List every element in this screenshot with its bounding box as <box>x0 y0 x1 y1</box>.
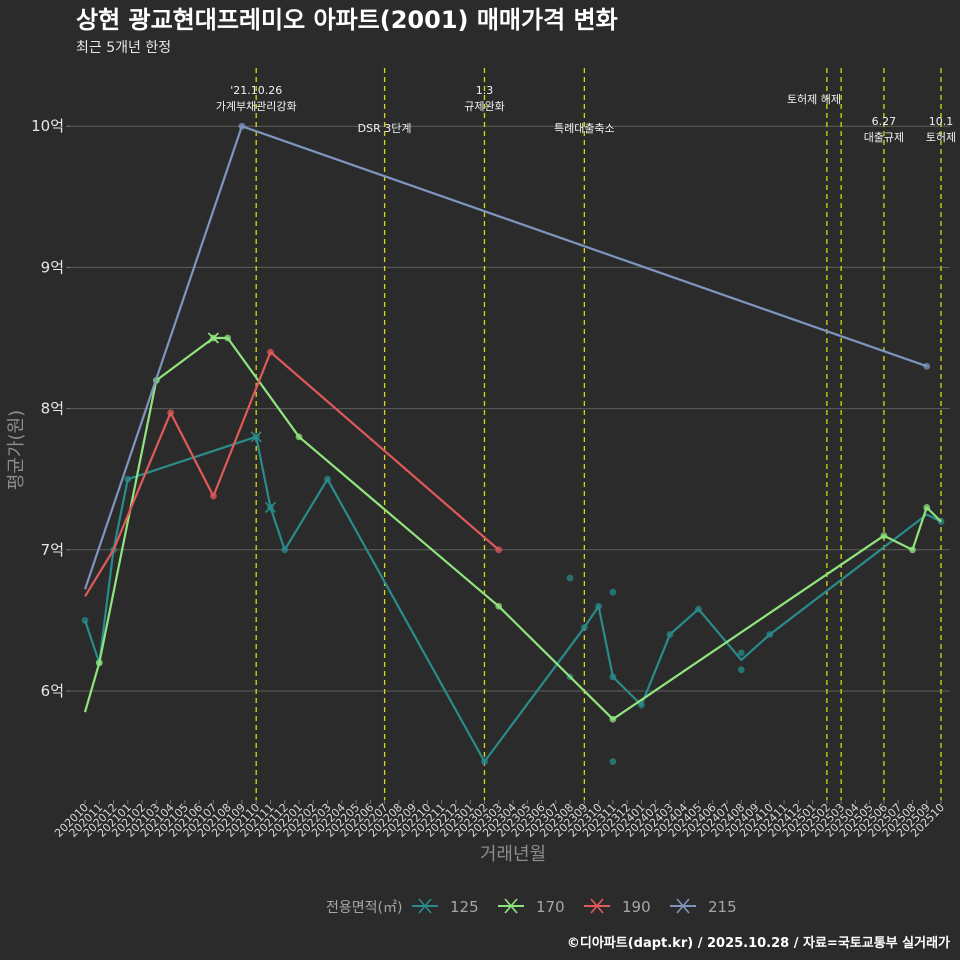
data-point-215 <box>923 362 931 370</box>
legend-label-125: 125 <box>450 898 479 916</box>
data-point-170 <box>880 532 888 540</box>
data-point-125 <box>324 475 331 483</box>
cross-marker <box>250 431 262 443</box>
data-point-190 <box>167 409 175 417</box>
data-point-125 <box>595 602 602 610</box>
legend-label-170: 170 <box>536 898 565 916</box>
data-point-170 <box>95 659 103 667</box>
data-point-125 <box>737 666 745 674</box>
x-axis-title: 거래년월 <box>480 844 546 865</box>
series-layer <box>81 122 945 765</box>
chart-caption: ©디아파트(dapt.kr) / 2025.10.28 / 자료=국토교통부 실… <box>567 935 950 951</box>
data-point-170 <box>923 504 931 511</box>
data-point-170 <box>909 546 916 554</box>
data-point-125 <box>609 588 617 596</box>
data-point-125 <box>737 649 745 657</box>
data-point-125 <box>609 758 617 765</box>
event-label: 토허제 해제 <box>787 92 841 106</box>
data-point-125 <box>81 617 89 624</box>
data-point-190 <box>267 348 274 356</box>
data-point-125 <box>609 673 617 681</box>
cross-marker <box>264 501 277 514</box>
event-label: 1.3 규제완화 <box>464 84 504 113</box>
data-point-170 <box>224 334 232 342</box>
data-point-125 <box>580 624 588 631</box>
legend: 전용면적(㎡) 125 170 190 215 <box>326 898 737 916</box>
data-point-125 <box>281 546 289 554</box>
y-tick-label: 7억 <box>41 541 64 559</box>
chart-title: 상현 광교현대프레미오 아파트(2001) 매매가격 변화 <box>76 6 618 34</box>
event-label: 10.1 토허제 <box>926 115 956 144</box>
data-point-125 <box>481 758 488 765</box>
legend-marker-170 <box>504 898 518 914</box>
data-point-190 <box>495 546 503 554</box>
data-point-170 <box>609 715 617 723</box>
series-line-170 <box>83 336 942 721</box>
event-label: 특례대출축소 <box>554 122 615 135</box>
y-tick-label: 6억 <box>41 682 64 700</box>
legend-marker-190 <box>590 898 604 914</box>
data-point-125 <box>666 631 674 638</box>
data-point-125 <box>766 631 774 638</box>
y-tick-label: 8억 <box>41 400 64 418</box>
legend-title: 전용면적(㎡) <box>326 900 402 916</box>
data-point-125 <box>566 574 574 582</box>
data-point-125 <box>124 475 132 483</box>
chart-subtitle: 최근 5개년 한정 <box>76 40 171 56</box>
y-tick-label: 10억 <box>31 117 64 135</box>
event-label: 6.27 대출규제 <box>864 115 904 144</box>
legend-label-215: 215 <box>708 898 737 916</box>
data-point-170 <box>495 602 503 610</box>
data-point-190 <box>210 492 217 500</box>
gridlines <box>70 125 950 692</box>
series-line-190 <box>84 351 500 597</box>
y-tick-label: 9억 <box>41 258 64 276</box>
data-point-215 <box>238 122 246 130</box>
y-axis-title: 평균가(원) <box>6 410 27 490</box>
data-point-125 <box>638 701 645 709</box>
event-label: '21.10.26 가계부채관리강화 <box>216 84 297 113</box>
data-point-125 <box>695 605 702 613</box>
x-axis: 2020102020112020122021012021022021032021… <box>52 800 947 840</box>
cross-marker <box>207 332 219 344</box>
legend-marker-125 <box>418 898 432 914</box>
data-point-170 <box>295 433 303 441</box>
event-label: DSR 3단계 <box>358 122 412 135</box>
legend-marker-215 <box>676 898 690 914</box>
y-axis: 6억 7억 8억 9억 10억 <box>31 117 70 700</box>
legend-label-190: 190 <box>622 898 651 916</box>
